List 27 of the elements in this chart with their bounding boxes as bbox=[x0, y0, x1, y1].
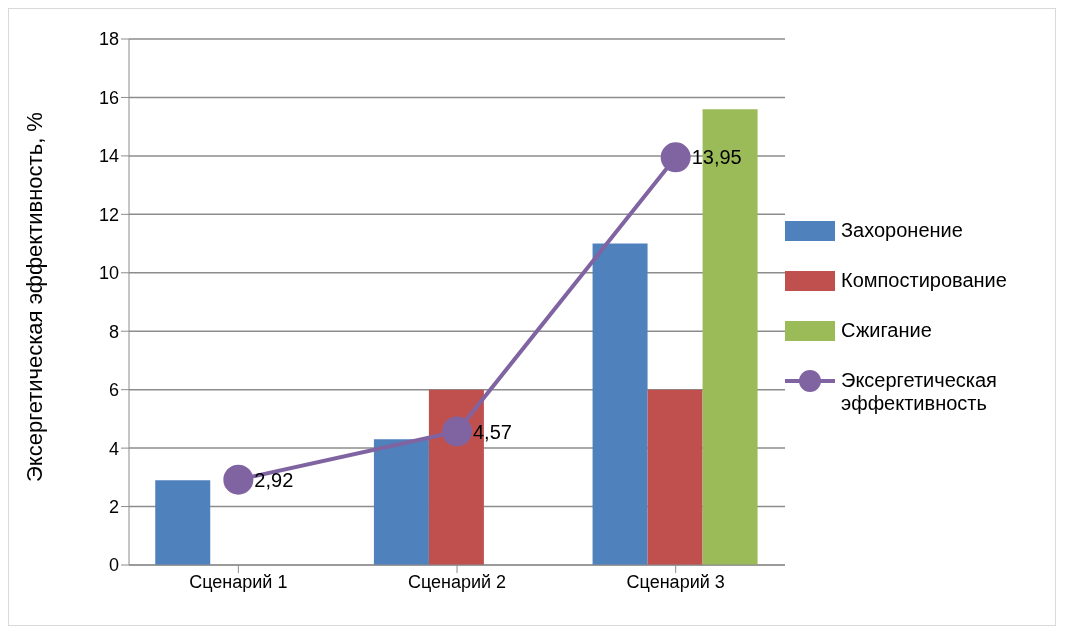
point bbox=[223, 464, 254, 495]
legend-label: Эксергетическая эффективность bbox=[841, 369, 998, 415]
bar bbox=[647, 389, 703, 565]
x-tick-label: Сценарий 1 bbox=[189, 571, 288, 592]
bar bbox=[373, 439, 429, 565]
y-tick-label: 12 bbox=[98, 204, 119, 225]
data-label: 2,92 bbox=[254, 468, 294, 491]
x-tick-label: Сценарий 3 bbox=[626, 571, 725, 592]
legend-label: Захоронение bbox=[841, 219, 963, 242]
x-tick-label: Сценарий 2 bbox=[407, 571, 507, 592]
legend-label: Сжигание bbox=[841, 319, 932, 342]
y-tick-label: 0 bbox=[108, 555, 119, 576]
y-axis-title: Эксергетическая эффективность, % bbox=[21, 112, 47, 482]
y-tick-label: 2 bbox=[108, 496, 119, 517]
y-tick-label: 6 bbox=[108, 380, 119, 401]
y-tick-label: 10 bbox=[98, 263, 119, 284]
y-tick-label: 4 bbox=[108, 438, 119, 459]
legend-label: Компостирование bbox=[841, 269, 1007, 292]
y-tick-label: 8 bbox=[108, 321, 119, 342]
point bbox=[660, 142, 691, 173]
bar bbox=[592, 243, 648, 565]
data-label: 13,95 bbox=[691, 146, 742, 169]
y-tick-label: 14 bbox=[98, 146, 119, 167]
y-tick-label: 18 bbox=[98, 29, 119, 50]
y-tick-label: 16 bbox=[98, 87, 119, 108]
bar bbox=[155, 480, 211, 565]
point bbox=[442, 416, 472, 447]
